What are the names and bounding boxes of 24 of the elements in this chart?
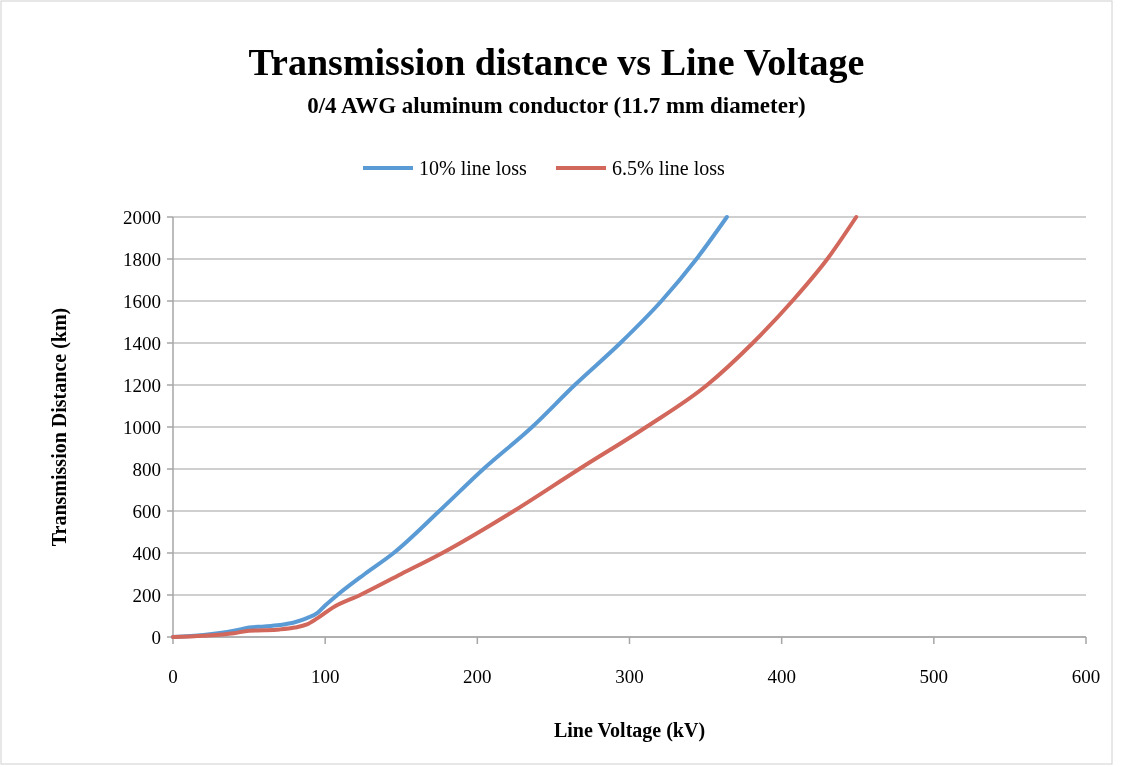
y-tick-label: 800 xyxy=(132,458,161,480)
y-tick-label: 1000 xyxy=(123,416,161,438)
y-tick-label: 1200 xyxy=(123,374,161,396)
y-tick-label: 200 xyxy=(132,584,161,606)
y-tick-label: 1600 xyxy=(123,290,161,312)
y-tick-label: 400 xyxy=(132,542,161,564)
y-tick-label: 0 xyxy=(151,626,161,648)
y-tick-label: 2000 xyxy=(123,206,161,228)
y-tick-label: 1400 xyxy=(123,332,161,354)
x-tick-label: 600 xyxy=(1071,666,1101,687)
x-tick-label: 300 xyxy=(615,666,644,687)
chart-subtitle: 0/4 AWG aluminum conductor (11.7 mm diameter) xyxy=(307,93,806,118)
x-tick-label: 500 xyxy=(919,666,949,687)
chart-title: Transmission distance vs Line Voltage xyxy=(248,41,865,83)
y-axis-title: Transmission Distance (km) xyxy=(48,307,71,547)
legend-label: 6.5% line loss xyxy=(612,157,725,179)
x-tick-label: 100 xyxy=(310,666,340,687)
y-tick-label: 1800 xyxy=(123,248,161,270)
x-tick-label: 200 xyxy=(463,666,492,687)
x-tick-label: 0 xyxy=(168,666,178,687)
legend-label: 10% line loss xyxy=(419,157,527,179)
x-tick-label: 400 xyxy=(767,666,796,687)
y-tick-label: 600 xyxy=(132,500,161,522)
x-axis-title: Line Voltage (kV) xyxy=(553,719,706,742)
